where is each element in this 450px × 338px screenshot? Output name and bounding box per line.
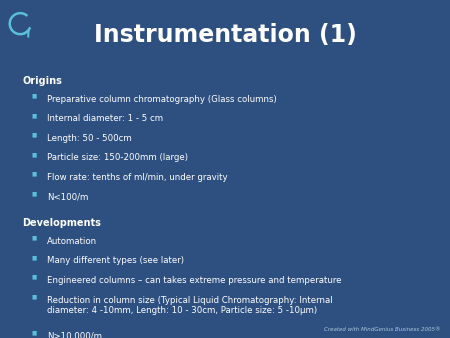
Text: N>10,000/m: N>10,000/m [47, 332, 102, 338]
Text: N<100/m: N<100/m [47, 193, 89, 202]
Text: ■: ■ [32, 152, 37, 157]
Text: Automation: Automation [47, 237, 97, 246]
Text: ■: ■ [32, 255, 37, 260]
Text: ■: ■ [32, 331, 37, 336]
Text: Created with MindGenius Business 2005®: Created with MindGenius Business 2005® [324, 327, 441, 332]
Text: Reduction in column size (Typical Liquid Chromatography: Internal
diameter: 4 -1: Reduction in column size (Typical Liquid… [47, 296, 333, 315]
Text: Many different types (see later): Many different types (see later) [47, 257, 184, 265]
Text: Preparative column chromatography (Glass columns): Preparative column chromatography (Glass… [47, 95, 277, 104]
Text: ■: ■ [32, 93, 37, 98]
Text: ■: ■ [32, 191, 37, 196]
Text: Particle size: 150-200mm (large): Particle size: 150-200mm (large) [47, 153, 188, 163]
Text: ■: ■ [32, 132, 37, 138]
Text: ■: ■ [32, 236, 37, 240]
Text: ■: ■ [32, 294, 37, 299]
Text: ■: ■ [32, 113, 37, 118]
Text: ■: ■ [32, 172, 37, 177]
Text: Instrumentation (1): Instrumentation (1) [94, 23, 356, 48]
Text: Origins: Origins [22, 76, 63, 86]
Text: ■: ■ [32, 275, 37, 280]
Text: Internal diameter: 1 - 5 cm: Internal diameter: 1 - 5 cm [47, 114, 163, 123]
Text: Length: 50 - 500cm: Length: 50 - 500cm [47, 134, 132, 143]
Text: Developments: Developments [22, 218, 101, 228]
Text: Flow rate: tenths of ml/min, under gravity: Flow rate: tenths of ml/min, under gravi… [47, 173, 228, 182]
Text: Engineered columns – can takes extreme pressure and temperature: Engineered columns – can takes extreme p… [47, 276, 342, 285]
